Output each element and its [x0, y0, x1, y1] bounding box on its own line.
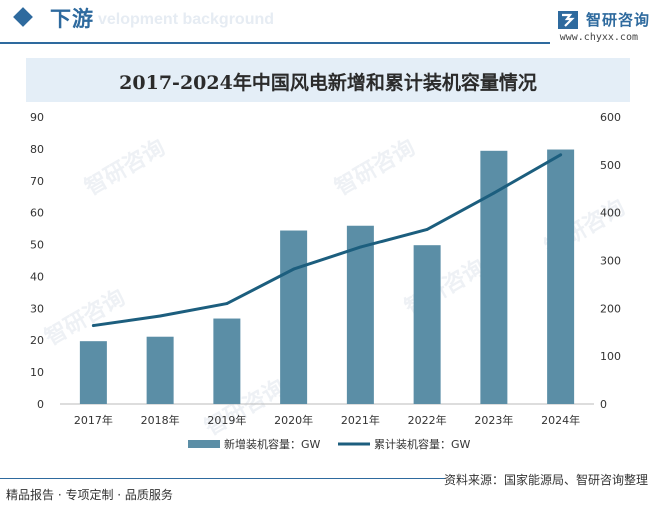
bar — [346, 225, 374, 404]
x-tick-label: 2017年 — [74, 413, 113, 427]
y-left-tick-label: 10 — [30, 366, 44, 379]
legend-bar-label: 新增装机容量：GW — [224, 437, 321, 451]
header-divider — [0, 42, 550, 44]
x-tick-label: 2022年 — [408, 413, 447, 427]
bar — [79, 341, 107, 404]
x-tick-label: 2020年 — [274, 413, 313, 427]
y-right-tick-label: 100 — [600, 350, 621, 363]
section-title: 下游 — [50, 7, 94, 31]
bar — [280, 230, 308, 404]
line-point — [492, 191, 496, 195]
x-tick-label: 2021年 — [341, 413, 380, 427]
footer-tagline: 精品报告 · 专项定制 · 品质服务 — [6, 488, 173, 502]
y-left-tick-label: 50 — [30, 239, 44, 252]
y-left-tick-label: 60 — [30, 207, 44, 220]
brand-logo-icon — [558, 11, 578, 29]
legend-bar-swatch — [188, 440, 220, 448]
chart-title-bar: 2017-2024年中国风电新增和累计装机容量情况 — [26, 58, 630, 102]
line-point — [225, 302, 229, 305]
x-tick-label: 2018年 — [141, 413, 180, 427]
y-right-tick-label: 200 — [600, 302, 621, 315]
y-right-tick-label: 400 — [600, 207, 621, 220]
x-tick-label: 2023年 — [474, 413, 513, 427]
y-left-tick-label: 0 — [37, 398, 44, 411]
y-left-tick-label: 20 — [30, 334, 44, 347]
bar — [146, 336, 174, 404]
y-right-tick-label: 500 — [600, 159, 621, 172]
series-line — [91, 153, 563, 328]
line-point — [91, 324, 95, 327]
line-point — [292, 267, 296, 271]
source-note: 资料来源：国家能源局、智研咨询整理 — [443, 473, 648, 487]
line-point — [559, 153, 563, 157]
chart-title: 2017-2024年中国风电新增和累计装机容量情况 — [119, 72, 537, 94]
y-left-tick-label: 40 — [30, 270, 44, 283]
y-left-tick-label: 80 — [30, 143, 44, 156]
bar — [413, 245, 441, 404]
line-point — [358, 245, 362, 249]
footer-divider — [0, 478, 445, 479]
legend-line-label: 累计装机容量：GW — [374, 437, 471, 451]
line-point — [158, 314, 162, 318]
y-right-tick-label: 300 — [600, 255, 621, 268]
y-right-tick-label: 0 — [600, 398, 607, 411]
header: velopment background 下游 智研咨询 www.chyxx.c… — [0, 0, 658, 46]
bar — [547, 149, 575, 404]
y-left-tick-label: 30 — [30, 302, 44, 315]
x-tick-label: 2019年 — [207, 413, 246, 427]
line-point — [425, 228, 429, 231]
y-left-tick-label: 70 — [30, 175, 44, 188]
y-right-tick-label: 600 — [600, 111, 621, 124]
brand-name: 智研咨询 — [586, 11, 651, 29]
bar — [213, 318, 241, 404]
y-left-tick-label: 90 — [30, 111, 44, 124]
brand-url: www.chyxx.com — [559, 32, 638, 43]
section-subtitle: velopment background — [98, 11, 275, 28]
x-tick-label: 2024年 — [541, 413, 580, 427]
